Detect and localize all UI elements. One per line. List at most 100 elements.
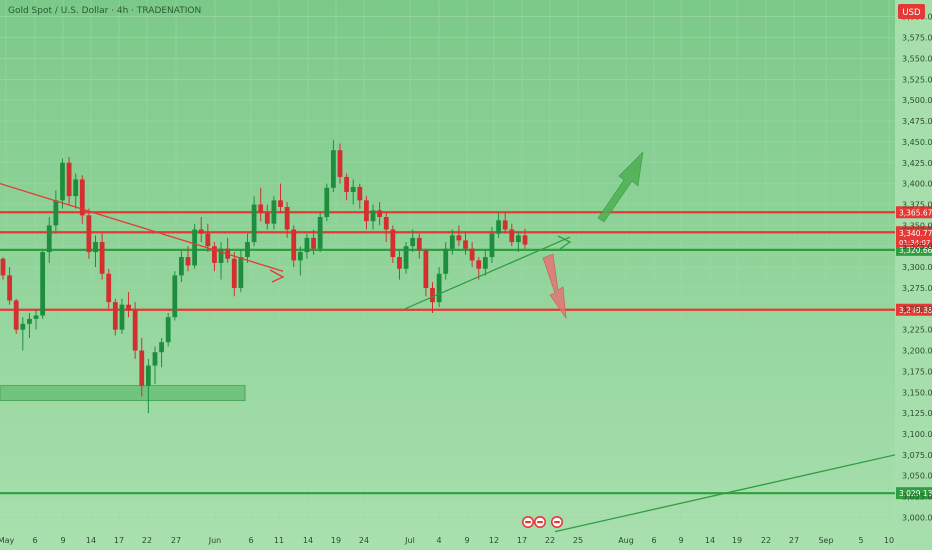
x-tick-label: May (0, 536, 15, 545)
candle-body (119, 304, 125, 330)
x-tick-label: Jul (404, 536, 415, 545)
candle-body (112, 302, 118, 330)
candle-body (311, 237, 316, 249)
candle-body (185, 257, 191, 266)
candle-body (456, 235, 462, 241)
y-tick-label: 3,475.00 (902, 117, 932, 126)
price-level-label: 3,365.67 (899, 208, 932, 217)
current-price-badge (896, 227, 932, 248)
x-axis: May 6 9 14 17 22 27 Jun 6 11 14 19 24 Jul 4 9 12 17 22 25 Au… (0, 536, 894, 545)
candle-body (212, 246, 217, 263)
candle-body (33, 315, 39, 319)
candle-body (515, 235, 521, 243)
candle-body (7, 275, 13, 301)
chart-title: Gold Spot / U.S. Dollar · 4h · TRADENATI… (8, 6, 201, 16)
x-tick-label: 5 (858, 536, 863, 545)
candle-body (463, 240, 468, 249)
y-tick-label: 3,175.00 (902, 367, 932, 376)
x-tick-label: 19 (732, 536, 742, 545)
candle-body (27, 318, 32, 324)
x-tick-label: 9 (464, 536, 469, 545)
y-tick-label: 3,425.00 (902, 159, 932, 168)
price-level-badge (896, 487, 932, 500)
candle-body (86, 215, 92, 253)
price-level-badge (896, 303, 932, 316)
x-tick-label: 27 (789, 536, 799, 545)
candle-body (159, 342, 164, 353)
candle-body (66, 162, 72, 197)
y-tick-label: 3,075.00 (902, 451, 932, 460)
currency-badge[interactable]: USD (898, 4, 925, 19)
x-tick-label: Sep (818, 536, 833, 545)
economic-event-icon[interactable] (550, 515, 563, 528)
candle-body (99, 242, 105, 274)
x-tick-label: 6 (651, 536, 656, 545)
x-tick-label: Jun (208, 536, 222, 545)
x-tick-label: 10 (884, 536, 894, 545)
candle-body (0, 258, 6, 276)
candle-body (145, 365, 151, 386)
candle-body (172, 275, 178, 318)
price-level-label: 3,320.66 (899, 246, 932, 255)
candle-body (46, 225, 52, 253)
candle-body (278, 200, 283, 207)
x-tick-label: 6 (248, 536, 253, 545)
economic-event-icon[interactable] (533, 515, 546, 528)
trendline[interactable] (404, 236, 571, 310)
candle-body (449, 235, 455, 249)
y-tick-label: 3,000.00 (902, 513, 932, 522)
candle-body (383, 217, 389, 230)
candle-body (489, 233, 495, 258)
candle-body (245, 242, 250, 258)
candle-body (264, 212, 270, 224)
candle-body (416, 237, 422, 251)
candle-body (205, 233, 211, 247)
economic-event-icon[interactable] (521, 515, 534, 528)
candle-body (238, 257, 244, 288)
candle-body (430, 287, 435, 303)
y-tick-label: 3,100.00 (902, 430, 932, 439)
bearish-arrow[interactable] (542, 253, 567, 320)
candle-body (79, 179, 85, 216)
x-tick-label: 22 (545, 536, 555, 545)
y-tick-label: 3,125.00 (902, 409, 932, 418)
candle-body (390, 229, 396, 258)
candle-body (165, 317, 171, 343)
y-tick-label: 3,250.00 (902, 305, 932, 314)
candle-body (317, 217, 323, 249)
candle-body (218, 248, 224, 263)
x-tick-label: 11 (274, 536, 284, 545)
candle-body (291, 229, 297, 261)
candle-body (93, 242, 98, 253)
candle-body (476, 260, 482, 269)
y-tick-label: 3,275.00 (902, 284, 932, 293)
candle-body (198, 229, 204, 234)
x-tick-label: 6 (32, 536, 37, 545)
candle-body (251, 204, 257, 243)
x-tick-label: 4 (436, 536, 441, 545)
candle-body (126, 304, 131, 311)
y-axis: 3,600.003,575.003,550.003,525.003,500.00… (902, 13, 932, 523)
x-tick-label: 12 (489, 536, 499, 545)
trendline[interactable] (554, 454, 896, 533)
candle-body (192, 229, 198, 266)
y-tick-label: 3,200.00 (902, 347, 932, 356)
candle-body (370, 210, 376, 222)
trendline[interactable] (0, 183, 284, 272)
y-tick-label: 3,300.00 (902, 263, 932, 272)
y-tick-label: 3,025.00 (902, 493, 932, 502)
candle-body (502, 220, 508, 230)
y-tick-label: 3,550.00 (902, 54, 932, 63)
bullish-arrow[interactable] (597, 151, 644, 223)
candle-body (13, 300, 19, 330)
x-tick-label: 9 (678, 536, 683, 545)
x-tick-label: 14 (86, 536, 96, 545)
x-tick-label: 22 (761, 536, 771, 545)
current-price-label: 3,340.77 (899, 229, 932, 238)
event-markers[interactable] (521, 515, 563, 528)
candle-body (482, 257, 488, 269)
trendlines (0, 183, 896, 533)
y-tick-label: 3,325.00 (902, 242, 932, 251)
x-tick-label: 17 (114, 536, 124, 545)
